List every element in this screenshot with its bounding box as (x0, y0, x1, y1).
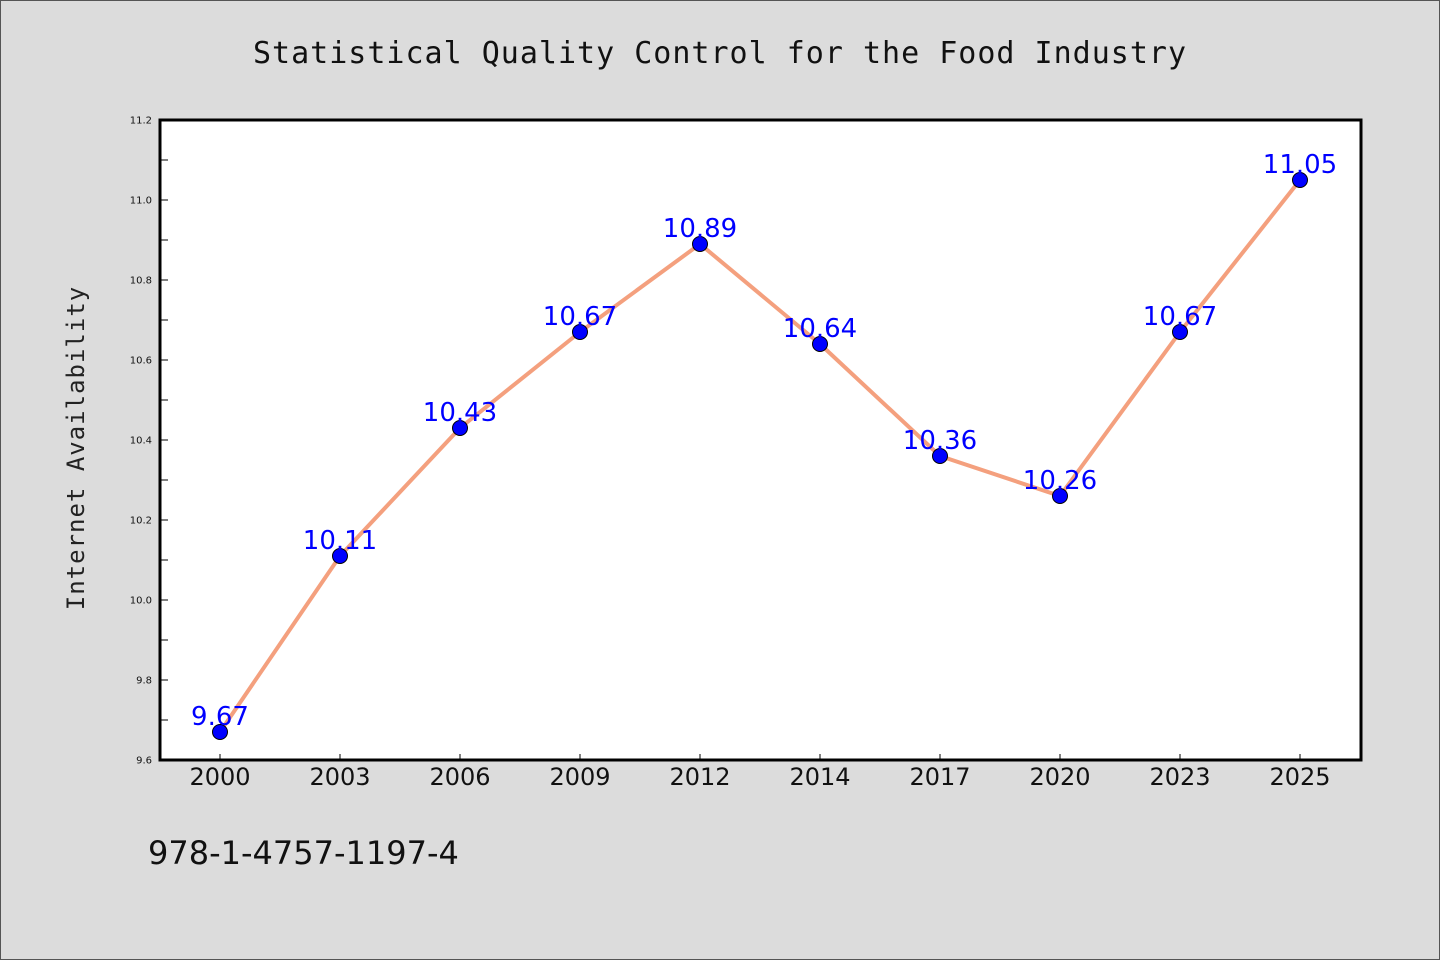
x-tick-label: 2012 (669, 763, 730, 791)
data-point (1172, 324, 1188, 340)
data-point (1052, 488, 1068, 504)
data-label: 10.36 (903, 426, 977, 456)
x-tick-label: 2003 (309, 763, 370, 791)
data-label: 9.67 (191, 702, 249, 732)
y-axis-label: Internet Availability (62, 286, 90, 610)
data-label: 10.26 (1023, 466, 1097, 496)
data-point (932, 448, 948, 464)
x-tick-label: 2014 (789, 763, 850, 791)
data-label: 10.43 (423, 398, 497, 428)
data-point (212, 724, 228, 740)
y-tick-label: 10.4 (130, 436, 152, 447)
y-tick-label: 10.8 (130, 276, 152, 287)
x-tick-label: 2025 (1269, 763, 1330, 791)
data-label: 10.11 (303, 526, 377, 556)
series-line (212, 172, 1308, 740)
data-point (452, 420, 468, 436)
data-label: 10.67 (543, 302, 617, 332)
data-labels: 9.67 10.11 10.43 10.67 10.89 10.64 10.36 10.26 1… (191, 150, 1337, 732)
x-axis: 2000 2003 2006 2009 2012 2014 2017 2020 2023 2025 (189, 754, 1331, 791)
x-tick-label: 2020 (1029, 763, 1090, 791)
data-point (692, 236, 708, 252)
y-tick-label: 10.2 (130, 516, 152, 527)
data-point (332, 548, 348, 564)
data-point (812, 336, 828, 352)
series-line-path (218, 178, 1302, 734)
y-tick-label: 10.6 (130, 356, 152, 367)
x-tick-label: 2023 (1149, 763, 1210, 791)
data-point (572, 324, 588, 340)
x-tick-label: 2017 (909, 763, 970, 791)
y-tick-label: 10.0 (130, 596, 152, 607)
data-label: 10.64 (783, 314, 857, 344)
isbn-text: 978-1-4757-1197-4 (148, 834, 459, 872)
y-axis: 9.6 9.8 10.0 10.2 10.4 10.6 10.8 11.0 11.2 (130, 116, 168, 767)
x-tick-label: 2009 (549, 763, 610, 791)
chart-title: Statistical Quality Control for the Food… (253, 36, 1187, 71)
y-tick-label: 11.0 (130, 196, 152, 207)
data-point (1292, 172, 1308, 188)
x-tick-label: 2000 (189, 763, 250, 791)
x-tick-label: 2006 (429, 763, 490, 791)
y-tick-label: 9.6 (136, 756, 152, 767)
y-tick-label: 11.2 (130, 116, 152, 127)
plot-area (158, 118, 1363, 762)
data-label: 11.05 (1263, 150, 1337, 180)
y-tick-label: 9.8 (136, 676, 152, 687)
data-label: 10.67 (1143, 302, 1217, 332)
data-label: 10.89 (663, 214, 737, 244)
